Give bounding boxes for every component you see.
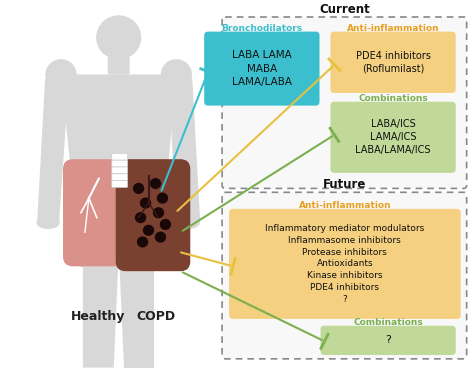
Circle shape	[151, 179, 161, 189]
Text: ?: ?	[385, 335, 391, 345]
Ellipse shape	[177, 217, 199, 228]
PathPatch shape	[61, 75, 176, 252]
Circle shape	[154, 208, 164, 218]
FancyBboxPatch shape	[112, 167, 128, 174]
FancyBboxPatch shape	[229, 209, 461, 319]
FancyBboxPatch shape	[112, 160, 128, 167]
FancyBboxPatch shape	[320, 326, 456, 355]
FancyBboxPatch shape	[79, 240, 158, 267]
PathPatch shape	[118, 254, 155, 368]
Text: Anti-inflammation: Anti-inflammation	[347, 24, 439, 32]
Text: PDE4 inhibitors
(Roflumilast): PDE4 inhibitors (Roflumilast)	[356, 51, 430, 74]
Ellipse shape	[162, 60, 191, 89]
Circle shape	[97, 16, 141, 59]
PathPatch shape	[83, 254, 118, 368]
FancyBboxPatch shape	[116, 159, 190, 271]
FancyBboxPatch shape	[222, 17, 466, 189]
Text: Bronchodilators: Bronchodilators	[221, 24, 302, 32]
Circle shape	[134, 183, 144, 193]
FancyBboxPatch shape	[222, 192, 466, 359]
Text: COPD: COPD	[136, 310, 175, 323]
Text: Anti-inflammation: Anti-inflammation	[299, 201, 391, 210]
PathPatch shape	[37, 78, 69, 223]
Text: Combinations: Combinations	[358, 94, 428, 103]
FancyBboxPatch shape	[330, 32, 456, 93]
FancyBboxPatch shape	[63, 159, 135, 266]
Ellipse shape	[37, 217, 59, 228]
Text: Future: Future	[323, 178, 366, 192]
Ellipse shape	[46, 60, 76, 89]
Text: Current: Current	[319, 3, 370, 16]
FancyBboxPatch shape	[330, 102, 456, 173]
Text: LABA/ICS
LAMA/ICS
LABA/LAMA/ICS: LABA/ICS LAMA/ICS LABA/LAMA/ICS	[356, 119, 431, 155]
FancyBboxPatch shape	[112, 174, 128, 180]
FancyBboxPatch shape	[112, 154, 128, 160]
Text: Inflammatory mediator modulators
Inflammasome inhibitors
Protease inhibitors
Ant: Inflammatory mediator modulators Inflamm…	[265, 224, 425, 304]
Circle shape	[157, 193, 167, 203]
FancyBboxPatch shape	[108, 53, 129, 75]
Text: Combinations: Combinations	[353, 318, 423, 327]
Ellipse shape	[118, 246, 155, 262]
Ellipse shape	[133, 176, 173, 246]
Circle shape	[137, 237, 147, 247]
Text: LABA LAMA
MABA
LAMA/LABA: LABA LAMA MABA LAMA/LABA	[232, 51, 292, 87]
Circle shape	[141, 198, 151, 208]
FancyBboxPatch shape	[112, 180, 128, 187]
Ellipse shape	[72, 169, 110, 237]
Circle shape	[155, 232, 165, 242]
Circle shape	[161, 220, 170, 229]
Text: Healthy: Healthy	[71, 310, 125, 323]
Circle shape	[136, 213, 146, 223]
Ellipse shape	[80, 246, 116, 262]
Circle shape	[144, 225, 154, 235]
FancyBboxPatch shape	[204, 32, 319, 106]
PathPatch shape	[168, 78, 200, 223]
